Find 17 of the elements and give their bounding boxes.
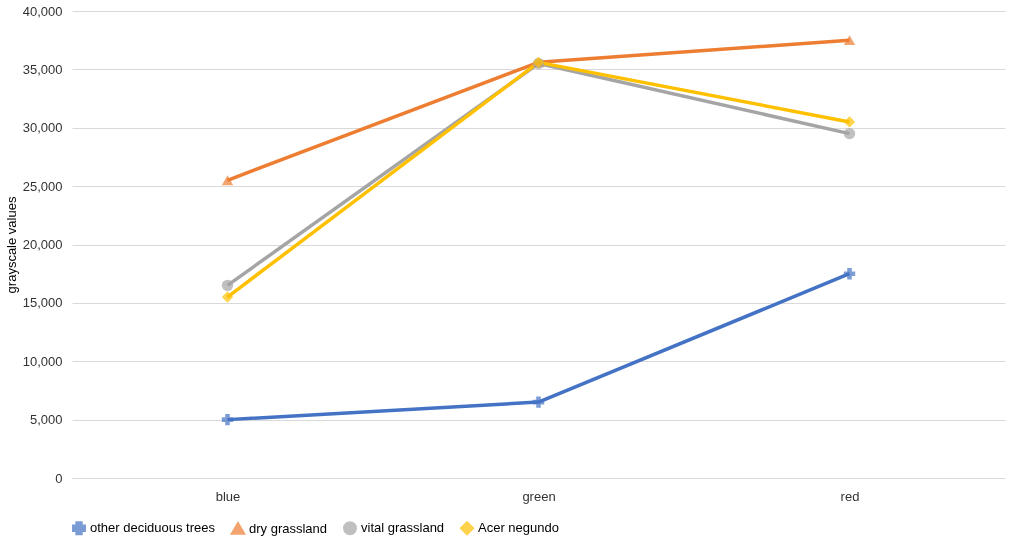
legend-label: Acer negundo	[478, 520, 559, 536]
y-tick-label: 20,000	[22, 237, 63, 252]
legend-label: other deciduous trees	[90, 520, 216, 536]
x-tick-label: red	[840, 488, 860, 504]
legend-label: vital grassland	[361, 520, 445, 536]
y-tick-label: 15,000	[22, 295, 63, 311]
y-tick-label: 5,000	[29, 412, 63, 428]
y-tick-label: 30,000	[22, 120, 63, 136]
y-tick-label: 35,000	[22, 61, 63, 77]
y-tick-label: 25,000	[22, 178, 63, 194]
x-tick-label: green	[522, 488, 556, 504]
x-tick-label: blue	[215, 488, 241, 504]
y-axis-title: grayscale values	[3, 196, 19, 294]
y-tick-label: 40,000	[22, 3, 63, 19]
y-tick-label: 0	[55, 470, 63, 486]
legend-label: dry grassland	[249, 520, 328, 536]
y-tick-label: 10,000	[22, 353, 63, 369]
